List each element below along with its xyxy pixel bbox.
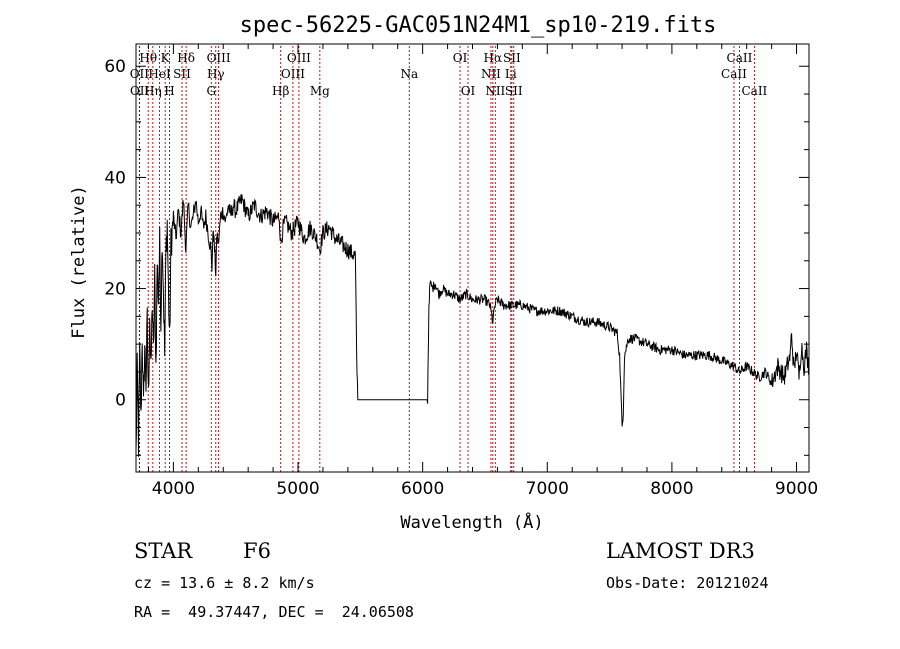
spectral-line-label: H (164, 84, 174, 98)
plot-frame (135, 43, 810, 473)
spectral-line-label: SII (173, 67, 191, 81)
x-tick-label: 7000 (526, 479, 569, 499)
coordinates: RA = 49.37447, DEC = 24.06508 (134, 603, 414, 621)
redshift-text: cz = 13.6 ± 8.2 km/s (134, 574, 315, 592)
y-tick-label: 20 (104, 280, 126, 300)
spectral-line-label: CaII (727, 51, 753, 65)
y-tick-label: 0 (115, 391, 126, 411)
spectral-line-label: OIII (281, 67, 305, 81)
spectral-line-label: Mg (310, 84, 330, 98)
spectral-line-label: OIII (287, 51, 311, 65)
x-tick-label: 9000 (775, 479, 818, 499)
spectral-line-label: Hη (144, 84, 162, 98)
spectral-line-label: K (161, 51, 171, 65)
spectral-line-label: NII (481, 67, 501, 81)
x-tick-label: 5000 (276, 479, 319, 499)
spectral-line-label: CaII (741, 84, 767, 98)
spectral-line-label: OI (453, 51, 468, 65)
spectral-line-label: Hδ (177, 51, 195, 65)
spectral-line-label: SII (503, 51, 521, 65)
spectral-line-label: NII (485, 84, 505, 98)
spectral-line-label: Li (505, 67, 517, 81)
chart-title: spec-56225-GAC051N24M1_sp10-219.fits (240, 13, 717, 38)
spectral-line-label: OIII (207, 51, 231, 65)
x-tick-label: 4000 (152, 479, 195, 499)
survey-name: LAMOST DR3 (606, 539, 755, 563)
spectral-line-markers: OIIOIIHθHηHeIKHSIIHδGHγOIIIHβOIIIOIIIMgN… (130, 46, 768, 472)
x-axis: 4000 5000 6000 7000 8000 9000 (147, 44, 818, 499)
spectral-line-label: G (206, 84, 216, 98)
y-axis: 0 20 40 60 (104, 57, 809, 456)
spectral-line-label: HeI (148, 67, 171, 81)
spectrum-line (135, 194, 810, 457)
y-tick-label: 40 (104, 168, 126, 188)
spectral-line-label: Hβ (272, 84, 289, 98)
spectral-line-label: SII (505, 84, 523, 98)
y-axis-label: Flux (relative) (69, 185, 89, 339)
spectral-line-label: Hγ (207, 67, 225, 81)
spectral-line-label: OII (130, 84, 150, 98)
y-tick-label: 60 (104, 57, 126, 77)
x-tick-label: 6000 (401, 479, 444, 499)
x-axis-label: Wavelength (Å) (400, 511, 543, 533)
object-subclass: F6 (243, 539, 271, 563)
spectral-line-label: CaII (721, 67, 747, 81)
x-tick-label: 8000 (650, 479, 693, 499)
spectral-line-label: Hα (484, 51, 503, 65)
obs-date: Obs-Date: 20121024 (606, 574, 769, 592)
spectral-line-label: OI (461, 84, 476, 98)
spectrum-series (135, 194, 810, 457)
spectral-line-label: Na (400, 67, 418, 81)
spectral-line-label: Hθ (139, 51, 157, 65)
object-type: STAR (134, 539, 193, 563)
